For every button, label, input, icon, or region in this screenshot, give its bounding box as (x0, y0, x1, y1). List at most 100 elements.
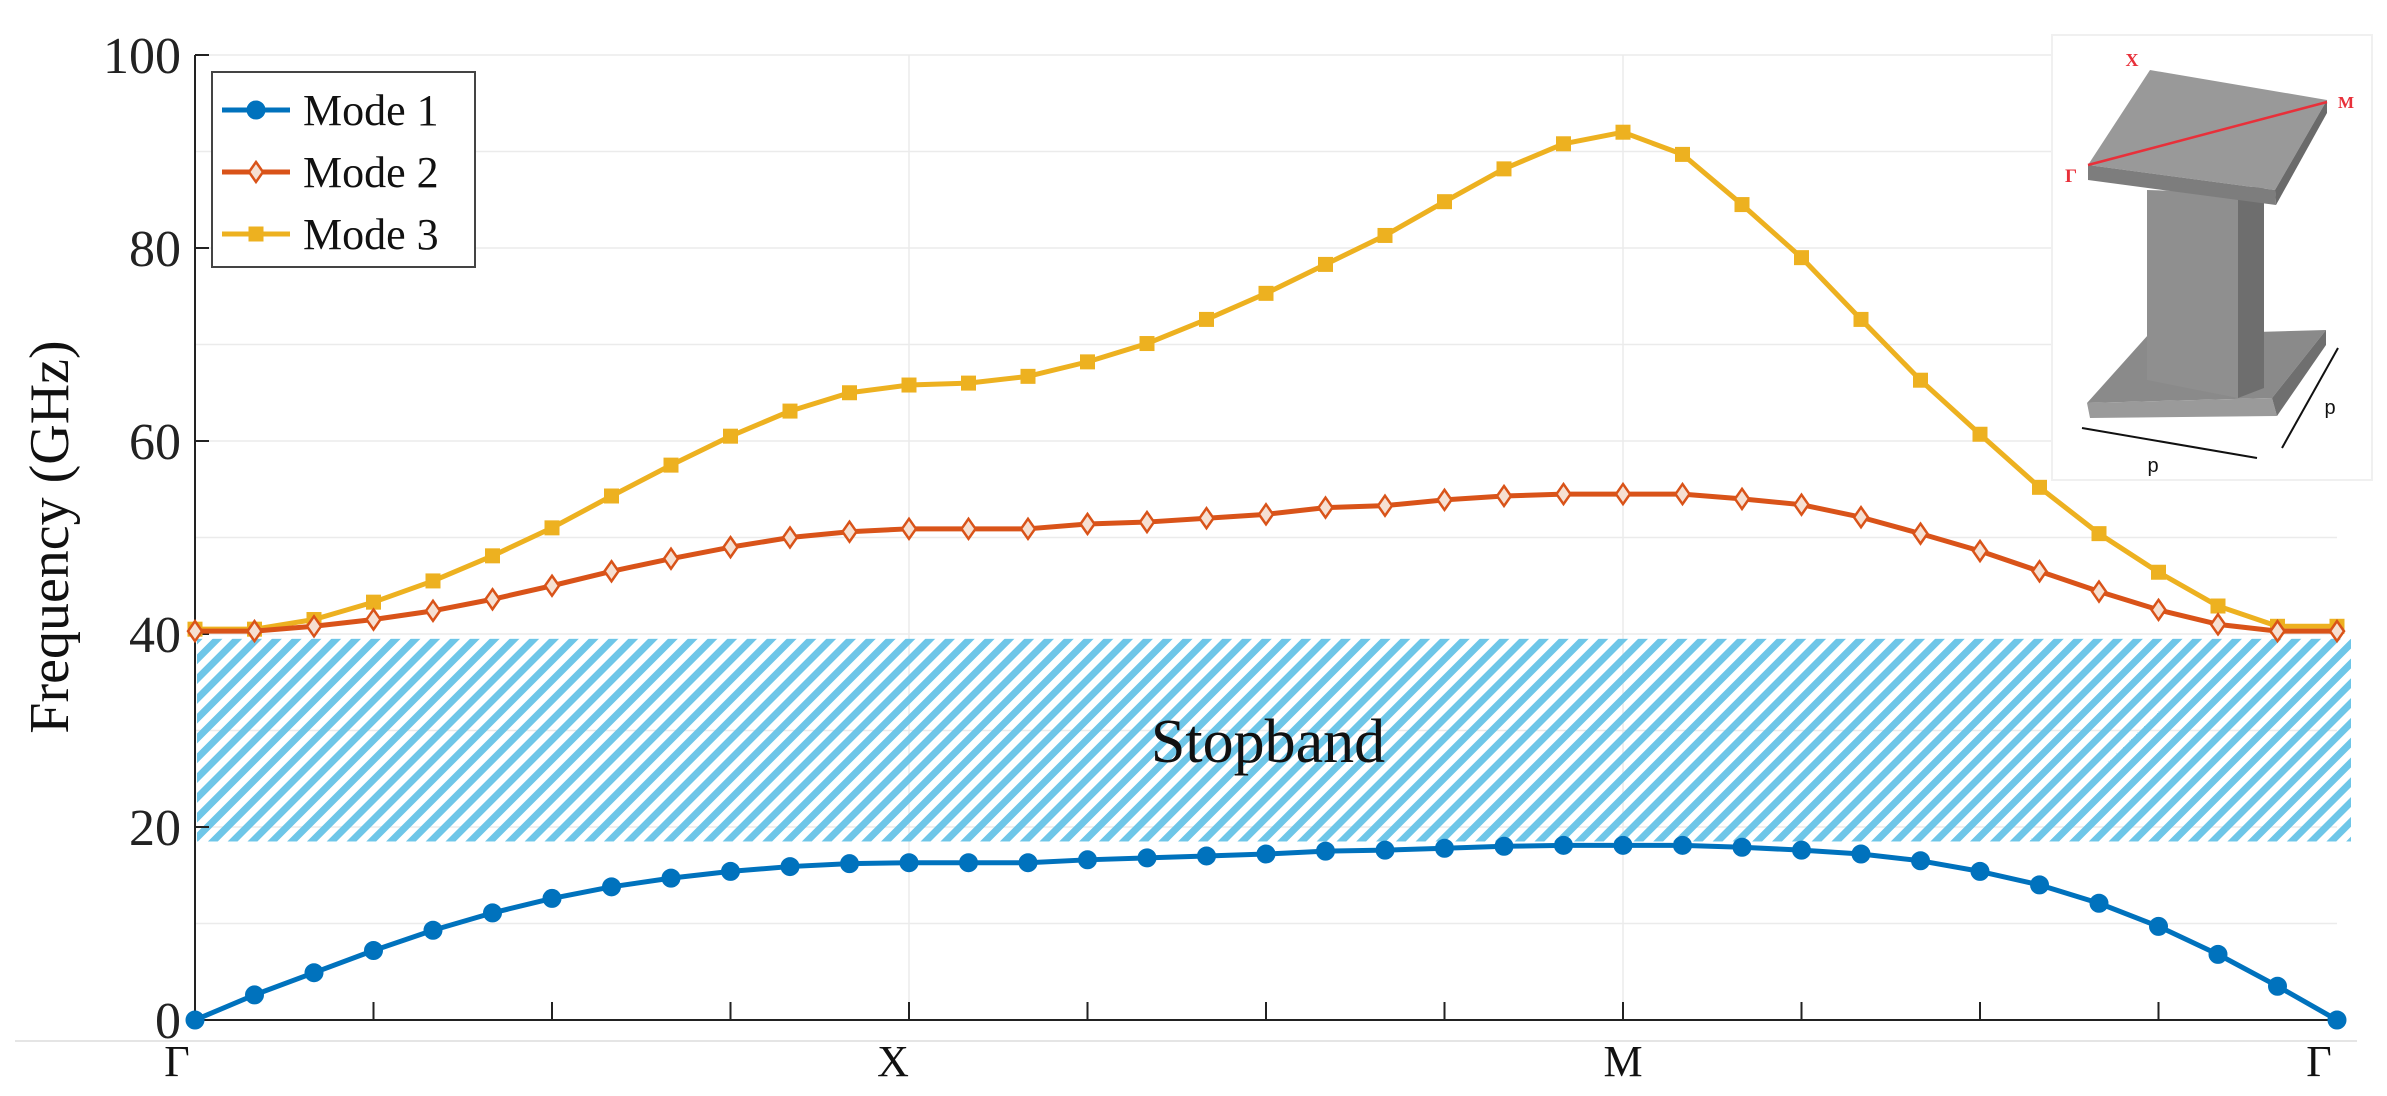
data-point (961, 375, 976, 391)
x-tick-label: X (877, 1037, 909, 1086)
corner-label-m: M (2338, 93, 2354, 112)
x-tick-label: M (1603, 1037, 1642, 1086)
top-plate-top (2088, 70, 2327, 190)
y-ticks: 0 20 40 60 80 100 (103, 28, 209, 1050)
data-point (721, 861, 740, 881)
data-point (245, 618, 264, 644)
data-point (1137, 848, 1157, 868)
top-plate-front (2088, 165, 2276, 205)
data-point (1494, 836, 1514, 856)
data-point (1615, 124, 1631, 140)
data-point (364, 607, 383, 632)
data-point (2268, 618, 2287, 644)
data-point (1375, 840, 1395, 860)
data-point (1316, 841, 1335, 861)
data-point (1734, 197, 1750, 213)
y-tick-label: 20 (129, 800, 181, 857)
series-layer (185, 124, 2347, 1030)
data-point (900, 516, 918, 541)
data-point (781, 525, 799, 550)
data-point (1792, 492, 1811, 517)
data-point (483, 903, 502, 923)
legend-label: Mode 2 (303, 148, 439, 197)
stopband-region (197, 638, 2351, 842)
data-point (483, 587, 502, 612)
series-mode-1 (185, 835, 2347, 1030)
data-point (1197, 846, 1216, 866)
pillar-side (2238, 182, 2264, 398)
data-point (1138, 509, 1156, 535)
legend-item: Mode 3 (222, 210, 439, 259)
legend-marker (248, 226, 264, 242)
data-point (1316, 495, 1335, 520)
data-point (661, 868, 681, 888)
data-point (1913, 372, 1928, 388)
dimension-label-side: p (2324, 397, 2335, 419)
x-tick-label: Γ (2306, 1037, 2331, 1086)
data-point (782, 403, 798, 419)
y-axis-label: Frequency (GHz) (19, 340, 81, 733)
data-point (1911, 521, 1930, 546)
data-point (1078, 511, 1097, 537)
legend-label: Mode 3 (303, 210, 439, 259)
data-point (2327, 1010, 2347, 1030)
data-point (1852, 505, 1870, 530)
data-point (723, 428, 738, 444)
base-plate-front (2087, 398, 2277, 418)
legend-marker (247, 159, 265, 185)
data-point (840, 519, 859, 544)
data-point (1020, 368, 1036, 384)
data-point (1673, 835, 1692, 855)
data-point (2030, 559, 2049, 584)
base-plate-side (2272, 330, 2326, 416)
data-point (304, 963, 324, 983)
data-point (1733, 486, 1751, 512)
data-point (1018, 853, 1038, 873)
data-point (1377, 227, 1393, 243)
data-point (2091, 526, 2107, 542)
data-point (959, 853, 978, 873)
legend-marker (246, 100, 266, 120)
data-point (899, 853, 919, 873)
data-point (780, 857, 800, 877)
legend-item: Mode 1 (222, 86, 439, 135)
data-point (1435, 487, 1454, 513)
gamma-m-path (2087, 100, 2328, 167)
data-point (1732, 837, 1752, 857)
data-point (1496, 161, 1512, 177)
data-point (2149, 916, 2168, 936)
data-point (1554, 481, 1573, 507)
data-point (1971, 538, 1989, 564)
data-point (305, 614, 323, 639)
data-point (663, 457, 679, 473)
data-point (2032, 479, 2047, 495)
top-plate-side (2275, 100, 2327, 205)
data-point (2151, 564, 2166, 580)
data-point (1435, 838, 1454, 858)
corner-label-x: X (2126, 50, 2139, 70)
unit-cell-inset: X M Γ p p (2051, 34, 2373, 481)
data-point (542, 888, 562, 908)
data-point (1556, 136, 1571, 152)
legend: Mode 1 Mode 2 Mode 3 (211, 71, 476, 268)
data-point (544, 520, 560, 536)
corner-label-gamma: Γ (2065, 166, 2077, 187)
data-point (959, 516, 978, 541)
data-point (1199, 311, 1214, 327)
data-point (2030, 875, 2049, 895)
dimension-line-side (2281, 347, 2339, 449)
data-point (1792, 840, 1811, 860)
data-point (245, 985, 264, 1005)
data-point (604, 488, 619, 504)
data-point (1970, 861, 1990, 881)
data-point (2209, 612, 2227, 637)
data-point (2328, 618, 2346, 644)
data-point (1794, 250, 1809, 266)
data-point (543, 573, 561, 598)
data-point (423, 920, 443, 940)
data-point (2210, 598, 2226, 614)
data-point (602, 559, 621, 584)
data-point (1376, 493, 1394, 518)
